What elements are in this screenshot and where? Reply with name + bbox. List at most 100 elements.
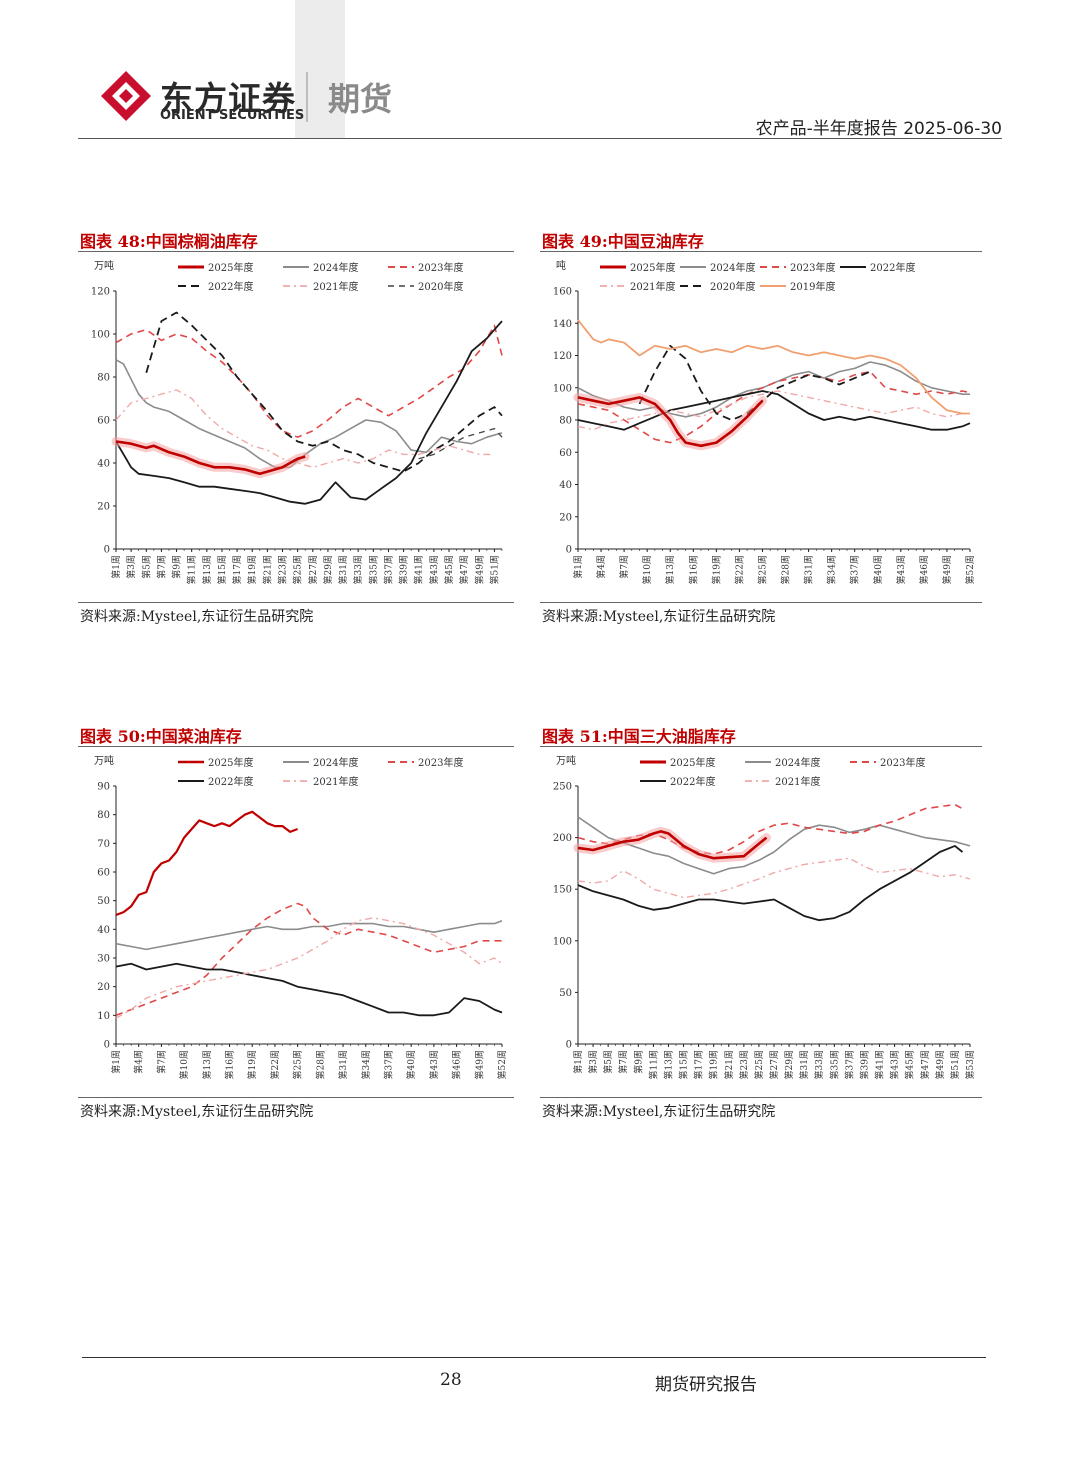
x-tick-label: 第5周 xyxy=(602,1050,614,1074)
x-tick-label: 第13周 xyxy=(664,555,676,584)
brand-separator xyxy=(306,72,308,122)
x-tick-label: 第1周 xyxy=(110,1050,122,1074)
legend-label: 2024年度 xyxy=(775,756,820,769)
figure-48-source: 资料来源:Mysteel,东证衍生品研究院 xyxy=(80,609,314,625)
legend-label: 2022年度 xyxy=(670,775,715,788)
x-tick-label: 第49周 xyxy=(941,555,953,584)
series-2024-line xyxy=(577,361,970,418)
legend-label: 2020年度 xyxy=(418,280,463,293)
y-tick-label: 200 xyxy=(553,833,572,844)
x-tick-label: 第29周 xyxy=(783,1050,795,1079)
x-tick-label: 第47周 xyxy=(919,1050,931,1079)
legend-label: 2021年度 xyxy=(313,775,358,788)
header-rule xyxy=(78,138,1002,139)
figure-49-title: 图表 49:中国豆油库存 xyxy=(542,232,704,251)
x-tick-label: 第31周 xyxy=(337,1050,349,1079)
legend-label: 2025年度 xyxy=(208,756,253,769)
brand-name-cn: 东方证券 xyxy=(160,79,296,118)
x-tick-label: 第16周 xyxy=(687,555,699,584)
figure-49-rule xyxy=(540,251,982,252)
legend-label: 2021年度 xyxy=(775,775,820,788)
legend-label: 2022年度 xyxy=(870,261,915,274)
y-tick-label: 0 xyxy=(566,545,572,556)
legend-label: 2021年度 xyxy=(630,280,675,293)
x-tick-label: 第19周 xyxy=(246,555,258,584)
x-tick-label: 第35周 xyxy=(828,1050,840,1079)
x-tick-label: 第51周 xyxy=(488,555,500,584)
x-tick-label: 第40周 xyxy=(405,1050,417,1079)
x-tick-label: 第49周 xyxy=(473,555,485,584)
series-2022-line xyxy=(115,962,503,1017)
legend-label: 2022年度 xyxy=(208,775,253,788)
figure-50-title: 图表 50:中国菜油库存 xyxy=(80,727,242,746)
x-tick-label: 第16周 xyxy=(224,1050,236,1079)
series-2020-line xyxy=(638,344,871,421)
x-tick-label: 第43周 xyxy=(428,555,440,584)
x-tick-label: 第3周 xyxy=(125,555,137,579)
y-tick-label: 30 xyxy=(97,954,110,965)
series-2021-line xyxy=(115,389,495,469)
figure-50-rule xyxy=(78,746,514,747)
series-2021-line xyxy=(115,917,503,1019)
legend-label: 2025年度 xyxy=(208,261,253,274)
y-tick-label: 150 xyxy=(553,885,572,896)
x-tick-label: 第25周 xyxy=(292,1050,304,1079)
x-tick-label: 第9周 xyxy=(171,555,183,579)
x-tick-label: 第15周 xyxy=(678,1050,690,1079)
figure-48-rule xyxy=(78,251,514,252)
x-tick-label: 第31周 xyxy=(798,1050,810,1079)
x-tick-label: 第37周 xyxy=(843,1050,855,1079)
x-tick-label: 第31周 xyxy=(337,555,349,584)
x-tick-label: 第7周 xyxy=(617,1050,629,1074)
series-2023-line xyxy=(577,370,971,444)
y-tick-label: 60 xyxy=(97,416,110,427)
orient-logo-icon xyxy=(101,71,151,121)
x-tick-label: 第22周 xyxy=(269,1050,281,1079)
series-2025-line xyxy=(115,810,298,917)
series-2023-line xyxy=(115,902,502,1017)
y-tick-label: 80 xyxy=(97,373,110,384)
y-tick-label: 120 xyxy=(91,287,110,298)
series-2024-line xyxy=(115,919,503,951)
y-tick-label: 0 xyxy=(104,545,110,556)
x-tick-label: 第10周 xyxy=(641,555,653,584)
x-tick-label: 第22周 xyxy=(733,555,745,584)
x-tick-label: 第46周 xyxy=(451,1050,463,1079)
y-unit-label: 万吨 xyxy=(556,754,576,767)
x-tick-label: 第45周 xyxy=(443,555,455,584)
legend-label: 2025年度 xyxy=(670,756,715,769)
figure-50-source: 资料来源:Mysteel,东证衍生品研究院 xyxy=(80,1104,314,1120)
series-2022-line xyxy=(145,311,503,473)
figure-49-source: 资料来源:Mysteel,东证衍生品研究院 xyxy=(542,609,776,625)
x-tick-label: 第52周 xyxy=(964,555,976,584)
x-tick-label: 第37周 xyxy=(382,1050,394,1079)
y-unit-label: 万吨 xyxy=(94,754,114,767)
series-2022-line xyxy=(577,845,964,922)
three-oils-chart: 万吨 2025年度 2024年度 2023年度 2022年度 2021年度 0 50 100 15… xyxy=(553,754,976,1079)
x-tick-label: 第49周 xyxy=(934,1050,946,1079)
y-tick-label: 100 xyxy=(91,330,110,341)
y-tick-label: 60 xyxy=(559,448,572,459)
x-tick-label: 第29周 xyxy=(322,555,334,584)
figure-48-title: 图表 48:中国棕榈油库存 xyxy=(80,232,258,251)
x-tick-label: 第1周 xyxy=(110,555,122,579)
x-tick-label: 第40周 xyxy=(872,555,884,584)
series-2019-line xyxy=(577,319,970,415)
y-tick-label: 120 xyxy=(553,351,572,362)
x-tick-label: 第13周 xyxy=(662,1050,674,1079)
x-tick-label: 第17周 xyxy=(693,1050,705,1079)
x-tick-label: 第21周 xyxy=(261,555,273,584)
x-tick-label: 第11周 xyxy=(186,555,198,584)
x-tick-label: 第31周 xyxy=(803,555,815,584)
x-tick-label: 第7周 xyxy=(155,555,167,579)
legend-label: 2024年度 xyxy=(710,261,755,274)
legend-label: 2025年度 xyxy=(630,261,675,274)
legend-label: 2024年度 xyxy=(313,261,358,274)
figure-50-bottom-rule xyxy=(78,1097,514,1098)
x-tick-label: 第13周 xyxy=(201,555,213,584)
x-tick-label: 第45周 xyxy=(904,1050,916,1079)
y-tick-label: 100 xyxy=(553,383,572,394)
x-tick-label: 第53周 xyxy=(964,1050,976,1079)
x-tick-label: 第21周 xyxy=(723,1050,735,1079)
